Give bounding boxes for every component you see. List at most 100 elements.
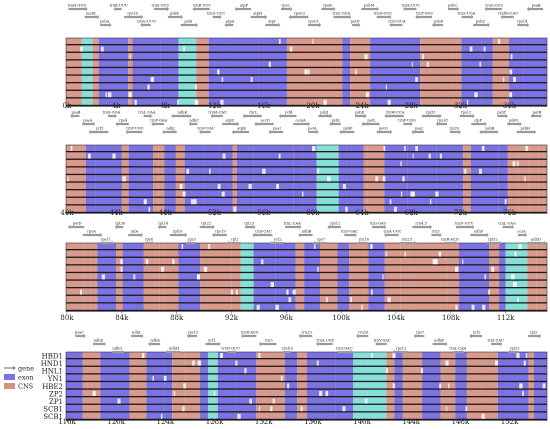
divergence-dip xyxy=(365,398,368,404)
gene-arrowhead xyxy=(171,113,174,119)
track-baseline xyxy=(66,358,547,360)
divergence-dip xyxy=(183,383,186,389)
divergence-dip xyxy=(276,184,279,189)
gene-label: rps16 xyxy=(127,11,138,15)
gene-label: atpI xyxy=(268,19,276,23)
divergence-dip xyxy=(236,289,238,295)
gene-label: ycf4 xyxy=(284,110,293,114)
divergence-dip xyxy=(402,176,405,182)
gene-label: petA xyxy=(308,126,317,130)
gene-label: rbcL xyxy=(249,110,258,114)
cns-band xyxy=(405,243,410,312)
gene-arrowhead xyxy=(218,341,221,347)
gene-label: trnS-GCU xyxy=(151,3,169,7)
exon-band xyxy=(394,352,403,421)
gene-label: ndhH xyxy=(169,346,179,350)
divergence-dip xyxy=(120,259,123,265)
gene-arrowhead xyxy=(461,349,465,355)
gene-arrowhead xyxy=(375,341,378,347)
divergence-dip xyxy=(147,84,150,90)
track-baseline xyxy=(66,89,547,91)
gene-label: trnQ-UUG xyxy=(137,19,156,23)
cns-band xyxy=(232,145,237,214)
gene-arrowhead xyxy=(166,6,170,12)
divergence-dip xyxy=(120,266,123,272)
gene-label: psaI xyxy=(273,126,281,130)
gene-arrowhead xyxy=(390,129,393,135)
gene-label: psbL xyxy=(332,118,341,122)
tick-label: 52k xyxy=(208,209,222,217)
gene-label: trnC-GCA xyxy=(332,11,350,15)
gene-arrowhead xyxy=(290,6,293,12)
tick-label: 48k xyxy=(159,209,173,217)
gene-label: psbI xyxy=(184,19,192,23)
gene-arrowhead xyxy=(224,22,227,28)
gene-arrowhead xyxy=(472,113,475,119)
gene-arrowhead xyxy=(151,121,154,127)
divergence-dip xyxy=(382,274,384,280)
divergence-dip xyxy=(519,383,523,389)
gene-label: rps8 xyxy=(145,237,154,241)
gene-arrowhead xyxy=(195,22,199,28)
exon-band xyxy=(304,243,320,312)
divergence-dip xyxy=(259,406,261,412)
gene-label: ndhC xyxy=(189,118,199,122)
divergence-dip xyxy=(481,413,485,419)
divergence-dip xyxy=(524,176,526,182)
gene-annotations: trnH-GUG matK psbA trnK-UUU rps16 trnQ-UUG trn… xyxy=(68,3,544,28)
tick-label: 140k xyxy=(353,418,371,426)
gene-label: psbC xyxy=(448,3,457,7)
gene-label: trnT-GGU xyxy=(416,11,433,15)
cns-band xyxy=(66,38,82,107)
gene-arrowhead xyxy=(429,224,433,230)
gene-label: rpoC1 xyxy=(308,19,319,23)
panel-frame xyxy=(65,242,548,312)
exon-band xyxy=(66,352,83,421)
panel-3: petD rpoA rps11 rpl36 infA rps8 rpl14 rpl16 rps3… xyxy=(60,221,548,322)
divergence-dip xyxy=(484,274,487,280)
divergence-dip xyxy=(503,77,505,82)
exon-band xyxy=(470,145,499,214)
gene-arrowhead xyxy=(188,121,191,127)
gene-label: ndhJ xyxy=(166,126,175,130)
gene-arrowhead xyxy=(103,341,106,347)
exon-band xyxy=(211,145,220,214)
gene-arrowhead xyxy=(384,224,387,230)
divergence-dip xyxy=(213,391,216,396)
gene-annotations: psaC ndhE ndhG ndhI ndhA ndhH rps15 ycf1 trnN-GU… xyxy=(75,330,542,355)
gene-label: matK xyxy=(86,11,96,15)
gene-arrowhead xyxy=(376,6,380,12)
gene-arrowhead xyxy=(186,333,189,339)
gene-label: ycf1 xyxy=(207,338,216,342)
gene-arrowhead xyxy=(411,129,414,135)
gene-arrowhead xyxy=(93,121,96,127)
gene-arrowhead xyxy=(162,129,165,135)
gene-label: rpl14 xyxy=(158,221,168,225)
exon-band xyxy=(132,38,161,107)
position-axis: 40k 44k 48k 52k 56k 60k 64k 68k 72k 76k xyxy=(60,209,516,217)
gene-label: psaC xyxy=(75,330,84,334)
cns-band xyxy=(200,243,215,312)
divergence-dip xyxy=(404,146,406,151)
gene-arrowhead xyxy=(457,6,460,12)
legend-item-exon: exon xyxy=(4,373,34,381)
divergence-dip xyxy=(326,297,328,303)
gene-label: ndhK xyxy=(178,110,188,114)
divergence-dip xyxy=(342,406,346,412)
gene-arrowhead xyxy=(151,240,155,246)
gene-arrowhead xyxy=(140,22,143,28)
gene-label: trnF-GAA xyxy=(150,118,167,122)
divergence-dip xyxy=(525,353,528,358)
gene-label: trnA-UGC xyxy=(316,338,334,342)
gene-label: rrn23 xyxy=(402,237,413,241)
exon-band xyxy=(335,352,354,421)
tick-label: 96k xyxy=(280,314,294,322)
tick-label: 92k xyxy=(225,314,239,322)
divergence-dip xyxy=(173,391,176,396)
gene-label: trnK-UUU xyxy=(110,3,128,7)
divergence-dip xyxy=(481,146,485,151)
gene-label: trnI-CAU xyxy=(487,338,503,342)
gene-arrowhead xyxy=(299,224,302,230)
panel-frame xyxy=(65,144,548,214)
divergence-dip xyxy=(244,368,247,374)
